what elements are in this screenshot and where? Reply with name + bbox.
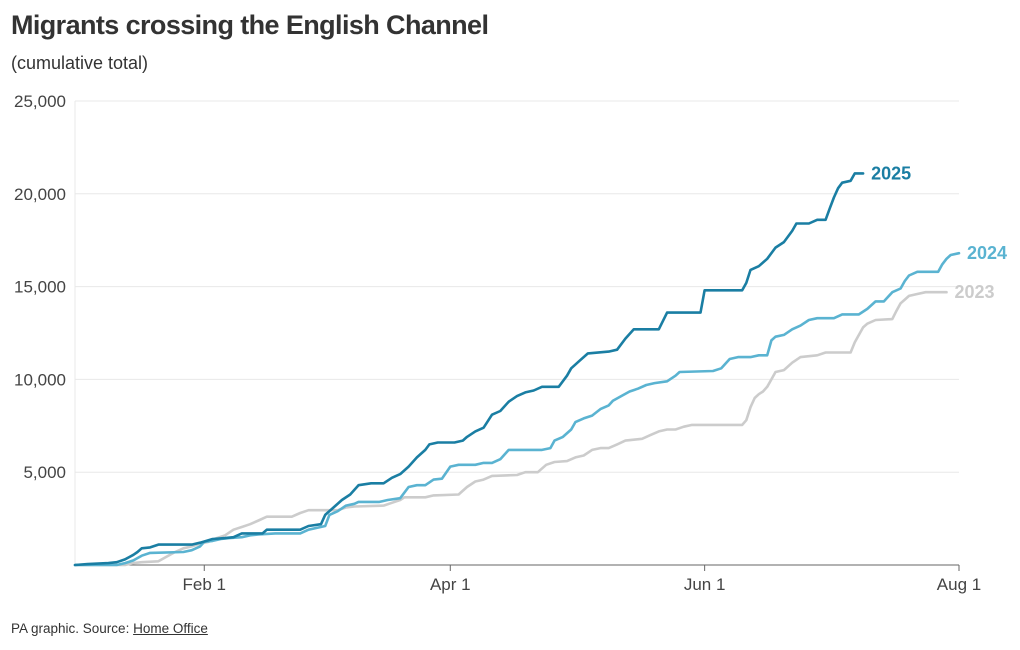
series-labels: 2023 2024 2025 xyxy=(871,163,1007,302)
series-label-2024: 2024 xyxy=(967,243,1007,263)
series-label-2023: 2023 xyxy=(954,282,994,302)
y-tick-label: 20,000 xyxy=(14,185,66,204)
axes: 5,000 10,000 15,000 20,000 25,000 Feb 1 Apr 1 J… xyxy=(14,92,981,594)
y-tick-label: 25,000 xyxy=(14,92,66,111)
series-line-2023 xyxy=(73,290,948,567)
source-link[interactable]: Home Office xyxy=(133,621,208,636)
y-tick-label: 15,000 xyxy=(14,278,66,297)
footer-credit: PA graphic. Source: Home Office xyxy=(11,621,208,636)
chart-title: Migrants crossing the English Channel xyxy=(11,10,489,40)
x-tick-label: Apr 1 xyxy=(430,575,471,594)
series-label-2025: 2025 xyxy=(871,163,911,183)
chart-subtitle: (cumulative total) xyxy=(11,53,149,73)
credit-text: PA graphic. Source: xyxy=(11,621,134,636)
y-tick-label: 10,000 xyxy=(14,370,66,389)
x-tick-label: Jun 1 xyxy=(684,575,726,594)
grid xyxy=(75,100,959,473)
x-tick-label: Feb 1 xyxy=(183,575,226,594)
series-line-2024 xyxy=(73,251,961,567)
y-tick-label: 5,000 xyxy=(23,463,66,482)
series-lines xyxy=(73,172,961,567)
series-line-2025 xyxy=(73,172,865,567)
x-tick-label: Aug 1 xyxy=(937,575,981,594)
